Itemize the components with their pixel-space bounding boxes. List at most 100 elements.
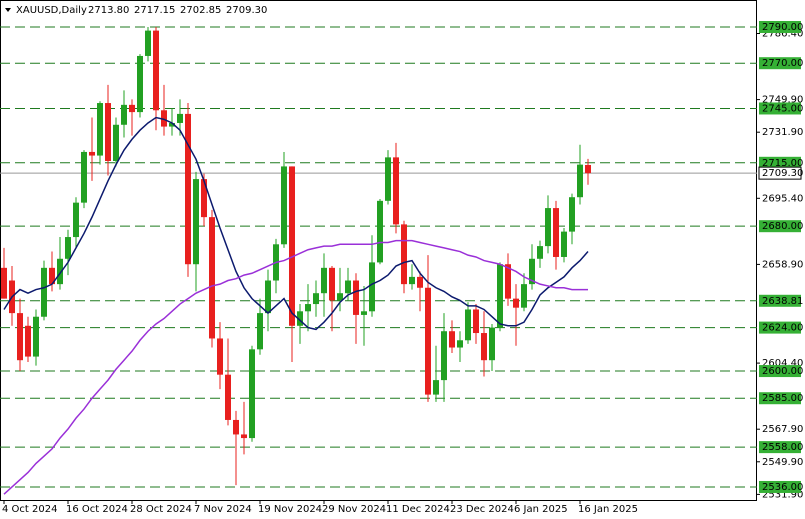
y-tick-label: 2695.40 <box>762 193 803 204</box>
candle-body <box>33 316 39 357</box>
level-label-box <box>759 365 801 378</box>
candle-body <box>377 200 383 263</box>
candle-body <box>65 237 71 259</box>
level-label-box <box>759 294 801 307</box>
candle-body <box>209 217 215 339</box>
candle-body <box>249 349 255 439</box>
candle-body <box>193 179 199 265</box>
candle-body <box>409 276 415 285</box>
candle-body <box>17 313 23 361</box>
candle-body <box>297 311 303 326</box>
level-label: 2680.00 <box>762 221 803 232</box>
candle-body <box>177 113 183 123</box>
candle-body <box>257 313 263 350</box>
candle-body <box>145 30 151 56</box>
ohlc-value: 2717.15 <box>134 5 175 16</box>
ohlc-value: 2713.80 <box>88 5 129 16</box>
level-label: 2745.00 <box>762 103 803 114</box>
candle-body <box>417 276 423 288</box>
candle-body <box>401 224 407 285</box>
candle-body <box>57 258 63 285</box>
candle-body <box>185 113 191 265</box>
candle-body <box>41 267 47 317</box>
level-label-box <box>759 20 801 33</box>
candle-body <box>265 280 271 314</box>
level-label-box <box>759 156 801 169</box>
candle-body <box>225 374 231 420</box>
candle-body <box>49 267 55 285</box>
ohlc-value: 2702.85 <box>180 5 221 16</box>
candle-body <box>489 327 495 361</box>
ohlc-value: 2709.30 <box>226 5 267 16</box>
x-tick-label: 6 Jan 2025 <box>514 504 568 515</box>
candle-body <box>433 380 439 395</box>
candle-body <box>105 103 111 161</box>
price-label: 2709.30 <box>762 168 803 179</box>
candle-body <box>425 287 431 395</box>
candle-body <box>505 264 511 299</box>
x-tick-label: 28 Oct 2024 <box>130 504 192 515</box>
candle-body <box>233 419 239 435</box>
y-tick-label: 2567.90 <box>762 424 803 435</box>
level-label-box <box>759 220 801 233</box>
candle-body <box>441 331 447 381</box>
candle-body <box>569 197 575 232</box>
candle-body <box>1 267 7 299</box>
candle-body <box>329 267 335 301</box>
candle-body <box>313 293 319 305</box>
y-tick-label: 2549.90 <box>762 457 803 468</box>
y-tick-label: 2658.90 <box>762 259 803 270</box>
candle-body <box>89 151 95 156</box>
candle-body <box>353 280 359 315</box>
y-tick-label: 2604.40 <box>762 358 803 369</box>
level-label: 2638.81 <box>762 296 803 307</box>
candle-body <box>481 333 487 361</box>
level-label-box <box>759 57 801 70</box>
level-label: 2624.00 <box>762 323 803 334</box>
menu-icon[interactable] <box>5 8 11 12</box>
level-label: 2558.00 <box>762 442 803 453</box>
x-tick-label: 29 Nov 2024 <box>322 504 386 515</box>
candle-body <box>361 311 367 315</box>
level-label-box <box>759 321 801 334</box>
candle-body <box>281 166 287 245</box>
level-label: 2770.00 <box>762 58 803 69</box>
candle-body <box>121 104 127 125</box>
candle-body <box>153 30 159 111</box>
x-tick-label: 16 Oct 2024 <box>66 504 128 515</box>
candle-body <box>513 298 519 308</box>
candle-body <box>537 246 543 259</box>
candle-body <box>81 151 87 203</box>
candle-body <box>449 331 455 348</box>
level-label-box <box>759 102 801 115</box>
candle-body <box>369 262 375 312</box>
candle-body <box>73 202 79 238</box>
candle-body <box>393 157 399 225</box>
level-label: 2585.00 <box>762 393 803 404</box>
x-tick-label: 4 Oct 2024 <box>2 504 57 515</box>
plot-frame <box>0 0 757 501</box>
candle-body <box>521 284 527 308</box>
candle-body <box>457 340 463 348</box>
candle-body <box>577 164 583 198</box>
level-label: 2536.00 <box>762 482 803 493</box>
candle-body <box>561 231 567 257</box>
moving-average <box>3 239 588 495</box>
candle-body <box>337 293 343 301</box>
level-label-box <box>759 441 801 454</box>
candle-body <box>201 179 207 218</box>
x-tick-label: 19 Nov 2024 <box>258 504 322 515</box>
level-label: 2600.00 <box>762 366 803 377</box>
candle-body <box>289 166 295 326</box>
candle-body <box>113 124 119 161</box>
x-tick-label: 16 Jan 2025 <box>578 504 638 515</box>
candle-body <box>529 258 535 285</box>
level-label-box <box>759 392 801 405</box>
x-tick-label: 7 Nov 2024 <box>194 504 252 515</box>
candle-body <box>25 325 31 357</box>
candle-body <box>545 208 551 247</box>
x-tick-label: 23 Dec 2024 <box>450 504 514 515</box>
candle-body <box>465 309 471 341</box>
candle-body <box>473 309 479 334</box>
